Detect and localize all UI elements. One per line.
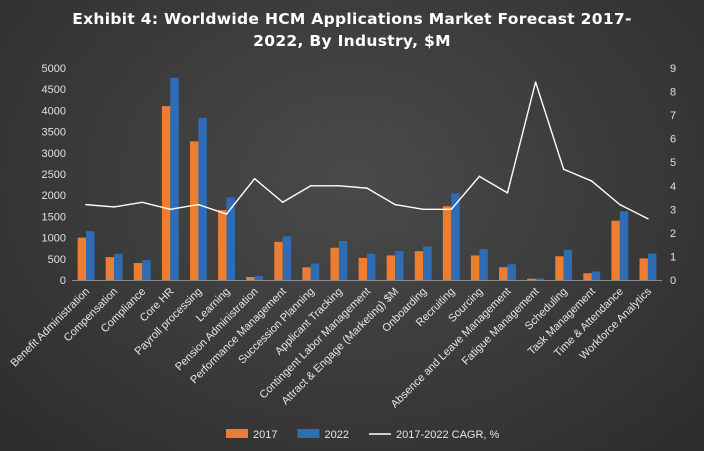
y-right-tick-label: 6: [670, 134, 676, 146]
bar-2017-contingent-labor-management: [358, 257, 367, 280]
line-point-scheduling: [562, 168, 565, 171]
bar-2022-sourcing: [479, 249, 488, 280]
bar-2017-sourcing: [470, 255, 480, 280]
line-point-onboarding: [422, 208, 424, 211]
bar-2022-pension-administration: [254, 276, 264, 280]
y-left-tick-label: 2000: [42, 190, 66, 202]
y-right-tick-label: 1: [670, 251, 676, 263]
line-point-fatigue-management: [534, 81, 537, 83]
bar-2017-applicant-tracking: [330, 247, 339, 280]
line-point-applicant-tracking: [338, 184, 340, 187]
chart-title: Exhibit 4: Worldwide HCM Applications Ma…: [0, 8, 704, 52]
bar-2017-payroll-processing: [190, 141, 199, 280]
bar-2017-scheduling: [555, 256, 564, 280]
line-point-time-attendance: [619, 203, 621, 206]
line-point-task-management: [590, 180, 593, 182]
bar-2022-attract-engage-marketing-m: [395, 251, 404, 280]
line-point-benefit-administration: [85, 203, 87, 206]
y-left-tick-label: 3500: [42, 127, 66, 139]
chart-title-line-1: Exhibit 4: Worldwide HCM Applications Ma…: [72, 10, 632, 28]
bar-2022-task-management: [591, 271, 601, 280]
bar-2022-fatigue-management: [535, 278, 544, 280]
line-point-pension-administration: [253, 177, 256, 180]
y-right-tick-label: 9: [670, 63, 676, 75]
bar-2022-onboarding: [423, 246, 432, 280]
bar-2017-onboarding: [414, 251, 424, 280]
legend-label-2017-2022-cagr: 2017-2022 CAGR, %: [396, 429, 500, 441]
y-right-tick-label: 0: [670, 275, 676, 287]
bar-2017-compensation: [105, 257, 115, 280]
y-left-tick-label: 500: [48, 254, 66, 266]
line-point-learning: [225, 213, 228, 215]
bar-2017-compliance: [133, 263, 143, 280]
line-point-compensation: [113, 206, 115, 208]
y-right-tick-label: 3: [670, 204, 676, 216]
bar-2017-pension-administration: [246, 277, 255, 280]
bar-2017-performance-management: [274, 241, 283, 280]
line-point-core-hr: [169, 208, 172, 211]
bar-2017-attract-engage-marketing-m: [386, 255, 396, 280]
bar-2022-learning: [226, 197, 235, 280]
bar-2017-task-management: [583, 273, 592, 280]
y-left-tick-label: 4000: [42, 105, 66, 117]
bar-2017-workforce-analytics: [639, 258, 648, 280]
y-right-tick-label: 8: [670, 87, 676, 99]
bar-2022-compliance: [142, 260, 151, 280]
bar-2022-compensation: [114, 253, 123, 280]
y-left-tick-label: 0: [60, 275, 66, 287]
legend-label-2022: 2022: [324, 429, 348, 441]
bar-2022-recruiting: [451, 193, 460, 280]
y-right-tick-label: 7: [670, 110, 676, 122]
line-point-recruiting: [450, 208, 453, 211]
bar-2022-applicant-tracking: [338, 240, 348, 280]
legend-swatch-2017: [226, 429, 248, 438]
legend-label-2017: 2017: [253, 429, 277, 441]
y-left-tick-label: 5000: [42, 63, 66, 75]
y-left-tick-label: 1500: [42, 211, 66, 223]
bar-2022-scheduling: [563, 249, 573, 280]
bar-2017-succession-planning: [302, 267, 311, 280]
bar-2022-succession-planning: [310, 263, 320, 280]
legend-swatch-2022: [297, 429, 320, 438]
line-point-absence-and-leave-management: [506, 192, 509, 194]
y-right-tick-label: 5: [670, 157, 676, 169]
bar-2022-performance-management: [282, 236, 292, 280]
bar-2017-core-hr: [161, 106, 171, 280]
line-point-payroll-processing: [197, 203, 200, 206]
y-left-tick-label: 3000: [42, 148, 66, 160]
line-point-succession-planning: [310, 184, 312, 187]
bar-2022-benefit-administration: [86, 231, 95, 280]
line-point-compliance: [141, 201, 144, 204]
bar-2017-learning: [218, 210, 227, 280]
y-right-tick-label: 4: [670, 181, 676, 193]
bar-2022-core-hr: [170, 77, 179, 280]
y-left-tick-label: 2500: [42, 169, 66, 181]
y-left-tick-label: 1000: [42, 233, 66, 245]
y-right-tick-label: 2: [670, 228, 676, 240]
bar-2017-recruiting: [442, 206, 452, 280]
chart-title-line-2: 2022, By Industry, $M: [253, 32, 451, 50]
line-point-performance-management: [281, 201, 284, 204]
bar-2017-benefit-administration: [77, 237, 87, 280]
bar-2022-workforce-analytics: [647, 253, 657, 280]
bar-2017-fatigue-management: [527, 278, 536, 280]
line-point-attract-engage-marketing-m: [394, 203, 396, 206]
bar-2022-contingent-labor-management: [367, 253, 376, 280]
bar-2022-time-attendance: [619, 211, 629, 280]
line-point-contingent-labor-management: [366, 187, 368, 189]
y-left-tick-label: 4500: [42, 84, 66, 96]
bar-2017-time-attendance: [611, 220, 620, 280]
line-point-sourcing: [478, 175, 481, 178]
line-point-workforce-analytics: [647, 217, 649, 220]
bar-2017-absence-and-leave-management: [499, 267, 508, 280]
bar-2022-payroll-processing: [198, 118, 207, 280]
bar-2022-absence-and-leave-management: [507, 264, 516, 280]
